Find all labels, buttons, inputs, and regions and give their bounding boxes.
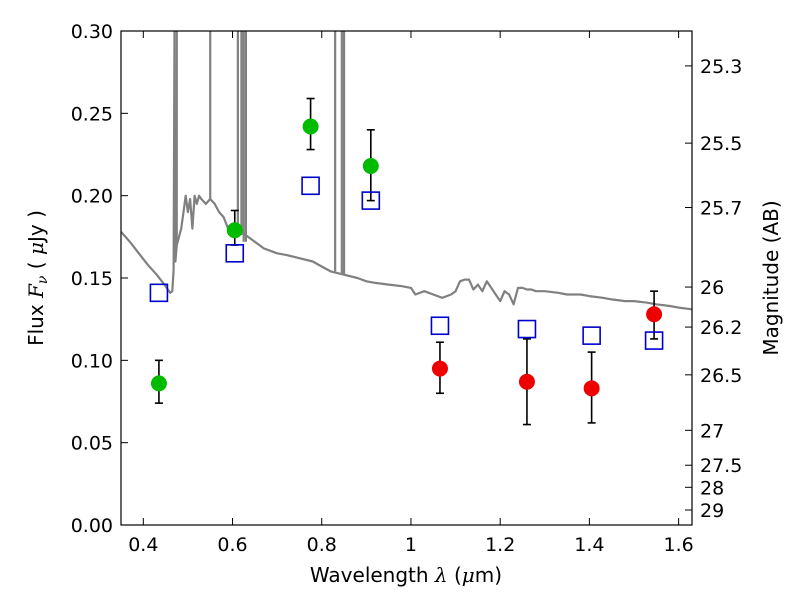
observed-flux-point	[431, 360, 448, 377]
x-tick-label: 1.2	[485, 534, 515, 556]
y-tick-label: 0.30	[71, 21, 113, 43]
y-tick-label: 0.15	[71, 268, 113, 290]
model-flux-square	[430, 316, 450, 336]
y-tick-label: 0.25	[71, 103, 113, 125]
y2-axis-label: Magnitude (AB)	[759, 200, 783, 355]
y2-tick-label: 25.5	[700, 133, 742, 155]
y2-tick-label: 29	[700, 500, 724, 522]
model-flux-square	[225, 244, 245, 263]
x-tick-label: 1.4	[574, 534, 604, 556]
observed-flux-point	[226, 222, 243, 239]
y-axis-label: Flux Fν ( μJy )	[24, 210, 51, 346]
observed-flux-point	[150, 375, 167, 392]
observed-flux-point	[583, 380, 600, 397]
x-tick-label: 0.8	[307, 534, 337, 556]
x-tick-label: 1.6	[664, 534, 694, 556]
observed-flux-point	[518, 373, 535, 390]
model-flux-square	[149, 283, 169, 303]
model-flux-square	[361, 191, 381, 210]
y2-tick-label: 26.2	[700, 317, 742, 339]
plot-area	[121, 31, 692, 426]
y-tick-label: 0.05	[71, 433, 113, 455]
model-flux-square	[517, 319, 537, 339]
y2-tick-label: 26	[700, 277, 724, 299]
x-axis-label: Wavelength λ (μm)	[310, 563, 502, 587]
y-tick-label: 0.10	[71, 350, 113, 372]
y-tick-label: 0.00	[71, 515, 113, 537]
y2-tick-label: 25.3	[700, 56, 742, 78]
observed-flux-point	[646, 306, 663, 323]
x-tick-label: 0.6	[217, 534, 247, 556]
spectrum-line	[121, 31, 692, 311]
y-tick-label: 0.20	[71, 186, 113, 208]
observed-flux-point	[362, 158, 379, 175]
y2-tick-label: 25.7	[700, 198, 742, 220]
y2-tick-label: 27.5	[700, 455, 742, 477]
observed-flux-point	[302, 118, 319, 135]
y2-tick-label: 27	[700, 420, 724, 442]
y2-tick-label: 28	[700, 477, 724, 499]
plot-frame	[120, 30, 693, 526]
x-tick-label: 0.4	[128, 534, 158, 556]
y2-tick-label: 26.5	[700, 365, 742, 387]
axis-ticks: 0.4 0.6 0.8 1 1.2 1.4 1.6 0.00 0.05 0.10 0.15 0.20 0…	[71, 21, 743, 556]
model-flux-square	[644, 331, 664, 350]
x-tick-label: 1	[405, 534, 417, 556]
model-flux-square	[582, 326, 601, 345]
model-flux-square	[301, 176, 320, 196]
